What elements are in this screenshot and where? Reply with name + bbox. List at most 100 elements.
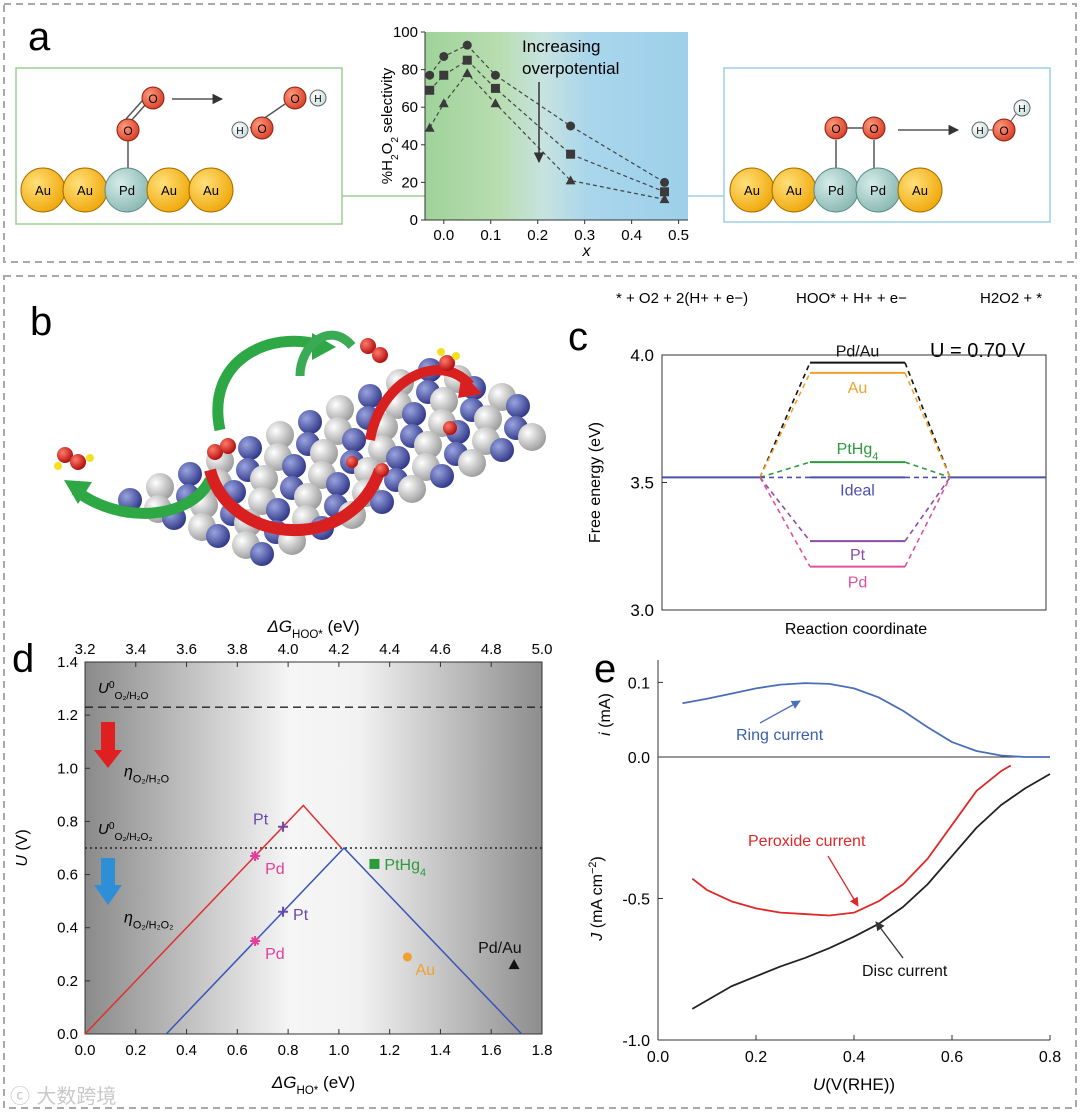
surface-atom-blue (326, 472, 350, 496)
surface-atom-blue (250, 542, 274, 566)
transition-PtHg4 (904, 461, 951, 479)
x2-tick-label: 5.0 (532, 641, 553, 658)
x-tick-label: 0.0 (647, 1049, 669, 1066)
panel-a-annotation-line2: overpotential (522, 59, 619, 78)
series-line-peroxide-current (691, 764, 1012, 917)
green-arrow-left (71, 477, 215, 519)
data-point-Pd/Au (508, 959, 520, 970)
surface-atom-blue (506, 394, 530, 418)
y-tick-label: 3.5 (630, 474, 654, 493)
right-ads-label: O (869, 122, 878, 136)
left-atom-label: Pd (119, 183, 135, 198)
y-axis-label-bottom: J (mA cm−2) (587, 856, 606, 941)
x-tick-label: 0.1 (480, 227, 501, 244)
data-point-squares (566, 149, 576, 159)
transition-Au (759, 372, 811, 478)
panel-label-a: a (28, 15, 51, 59)
surface-atom-white (414, 431, 442, 459)
data-point-Pd (250, 850, 261, 861)
surface-atom-blue (298, 410, 322, 434)
panel-b: b (30, 300, 546, 566)
point-label-Pt: Pt (293, 907, 309, 924)
series-line-ring-current (682, 682, 1050, 758)
x-tick-label: 1.8 (532, 1042, 553, 1059)
surface-atom-white (458, 449, 486, 477)
surface-atom-white (266, 421, 294, 449)
y-tick-label: 0.8 (57, 813, 78, 830)
series-line-circles (429, 44, 665, 183)
surface-atom-white (250, 465, 278, 493)
left-product-label: H (314, 94, 321, 105)
panel-c-header-1: HOO* + H+ + e− (796, 290, 907, 307)
x-axis-label: x (582, 243, 592, 260)
point-label-Pd/Au: Pd/Au (478, 940, 522, 957)
y-tick-label: 3.0 (630, 601, 654, 620)
surface-atom-blue (206, 524, 230, 548)
data-point-triangles (659, 194, 670, 204)
panel-label-b: b (30, 300, 52, 344)
data-point-circles (439, 51, 449, 61)
transition-Pd/Au (904, 362, 951, 478)
transition-Pd (759, 477, 811, 568)
watermark: ⓒ 大数跨境 (10, 1084, 117, 1108)
left-product-label: O (257, 122, 266, 136)
right-product-label: H (1018, 104, 1025, 115)
x-axis-label: Reaction coordinate (785, 621, 927, 638)
surface-atom-blue (266, 498, 290, 522)
surface-atom-blue (282, 454, 306, 478)
x-tick-label: 1.0 (328, 1042, 349, 1059)
x2-tick-label: 4.0 (278, 641, 299, 658)
surface-atom-blue (342, 428, 366, 452)
data-point-triangles (490, 98, 501, 108)
data-point-triangles (438, 98, 449, 108)
green-arrow-top (212, 335, 322, 432)
annotation-arrow (875, 921, 904, 959)
y-tick-label: 0.4 (57, 920, 78, 937)
x-axis-label: U(V(RHE)) (813, 1075, 895, 1094)
surface-atom-blue (430, 464, 454, 488)
red-arrow-right (365, 365, 474, 441)
catalyst-surface-illustration (118, 358, 546, 566)
surface-atom-white (326, 395, 354, 423)
transition-Pt (904, 476, 951, 542)
level-label-Ideal: Ideal (840, 482, 875, 499)
data-point-circles (462, 40, 472, 50)
data-point-circles (425, 70, 435, 80)
surface-atom-blue (358, 384, 382, 408)
x-tick-label: 0.6 (941, 1049, 963, 1066)
x2-tick-label: 3.8 (227, 641, 248, 658)
series-line-triangles (429, 72, 665, 200)
reference-label: U0O₂/H₂O₂ (98, 821, 152, 843)
surface-atom-white (474, 405, 502, 433)
point-label-Au: Au (415, 962, 435, 979)
panel-a-chart: 0 20 40 60 80 100 0.0 0.1 0.2 0.3 0.4 0.5 x %H2O2 sel… (379, 24, 689, 260)
data-point-squares (490, 83, 500, 93)
panel-e: e 0.0 0.2 0.4 0.6 0.8 0.0 0.1 -1.0 -0.5 U(V(RHE))… (587, 647, 1061, 1094)
surface-atom-white (294, 483, 322, 511)
level-label-PtHg4: PtHg4 (837, 441, 879, 463)
left-ads-label: O (123, 124, 132, 138)
green-arrow-upper (295, 330, 356, 377)
transition-PtHg4 (759, 461, 811, 479)
y-tick-label: 0.0 (628, 750, 650, 767)
x-tick-label: 0.4 (176, 1042, 197, 1059)
panel-c-chart: 3.0 3.5 4.0 Free energy (eV) Reaction coordi… (587, 344, 1047, 638)
surface-atom-blue (386, 446, 410, 470)
panel-c-header-2: H2O2 + * (980, 290, 1042, 307)
level-label-Pd: Pd (848, 575, 868, 592)
data-point-triangles (565, 175, 576, 185)
surface-atom-white (430, 387, 458, 415)
x-tick-label: 0.0 (433, 227, 454, 244)
red-overpotential-arrow (94, 722, 122, 768)
data-point-Au (402, 952, 412, 962)
overpotential-label: ηO₂/H₂O (124, 763, 169, 785)
red-arrow-bottom (204, 467, 386, 537)
transition-Au (904, 372, 951, 478)
x-tick-label: 0.2 (125, 1042, 146, 1059)
left-product-label: H (236, 126, 243, 137)
x-tick-label: 1.4 (430, 1042, 451, 1059)
panel-a-annotation-line1: Increasing (522, 37, 600, 56)
surface-atom-blue (402, 402, 426, 426)
data-point-triangles (424, 122, 435, 132)
